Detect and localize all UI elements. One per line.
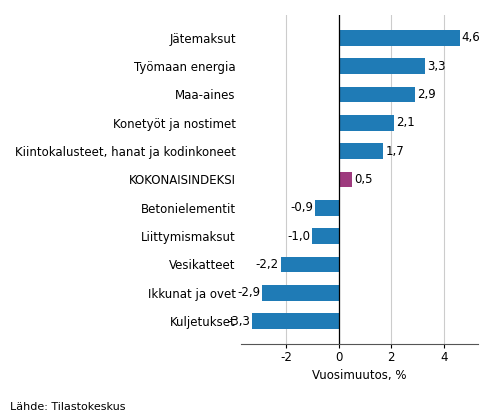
Bar bbox=[339, 87, 415, 102]
Text: -0,9: -0,9 bbox=[290, 201, 313, 214]
Bar bbox=[339, 143, 384, 159]
Text: 3,3: 3,3 bbox=[427, 59, 446, 72]
Text: -2,2: -2,2 bbox=[256, 258, 279, 271]
Bar bbox=[339, 58, 425, 74]
Text: 1,7: 1,7 bbox=[386, 144, 404, 158]
Bar bbox=[315, 200, 339, 215]
Text: Lähde: Tilastokeskus: Lähde: Tilastokeskus bbox=[10, 402, 125, 412]
Text: 2,1: 2,1 bbox=[396, 116, 415, 129]
Text: -2,9: -2,9 bbox=[237, 286, 260, 299]
X-axis label: Vuosimuutos, %: Vuosimuutos, % bbox=[313, 369, 407, 382]
Bar bbox=[339, 30, 459, 45]
Text: 0,5: 0,5 bbox=[354, 173, 372, 186]
Text: -3,3: -3,3 bbox=[227, 314, 250, 327]
Bar bbox=[262, 285, 339, 300]
Bar bbox=[339, 171, 352, 187]
Text: 2,9: 2,9 bbox=[417, 88, 436, 101]
Text: 4,6: 4,6 bbox=[462, 31, 481, 44]
Bar bbox=[313, 228, 339, 244]
Bar bbox=[281, 257, 339, 272]
Text: -1,0: -1,0 bbox=[287, 230, 310, 243]
Bar bbox=[252, 313, 339, 329]
Bar bbox=[339, 115, 394, 131]
